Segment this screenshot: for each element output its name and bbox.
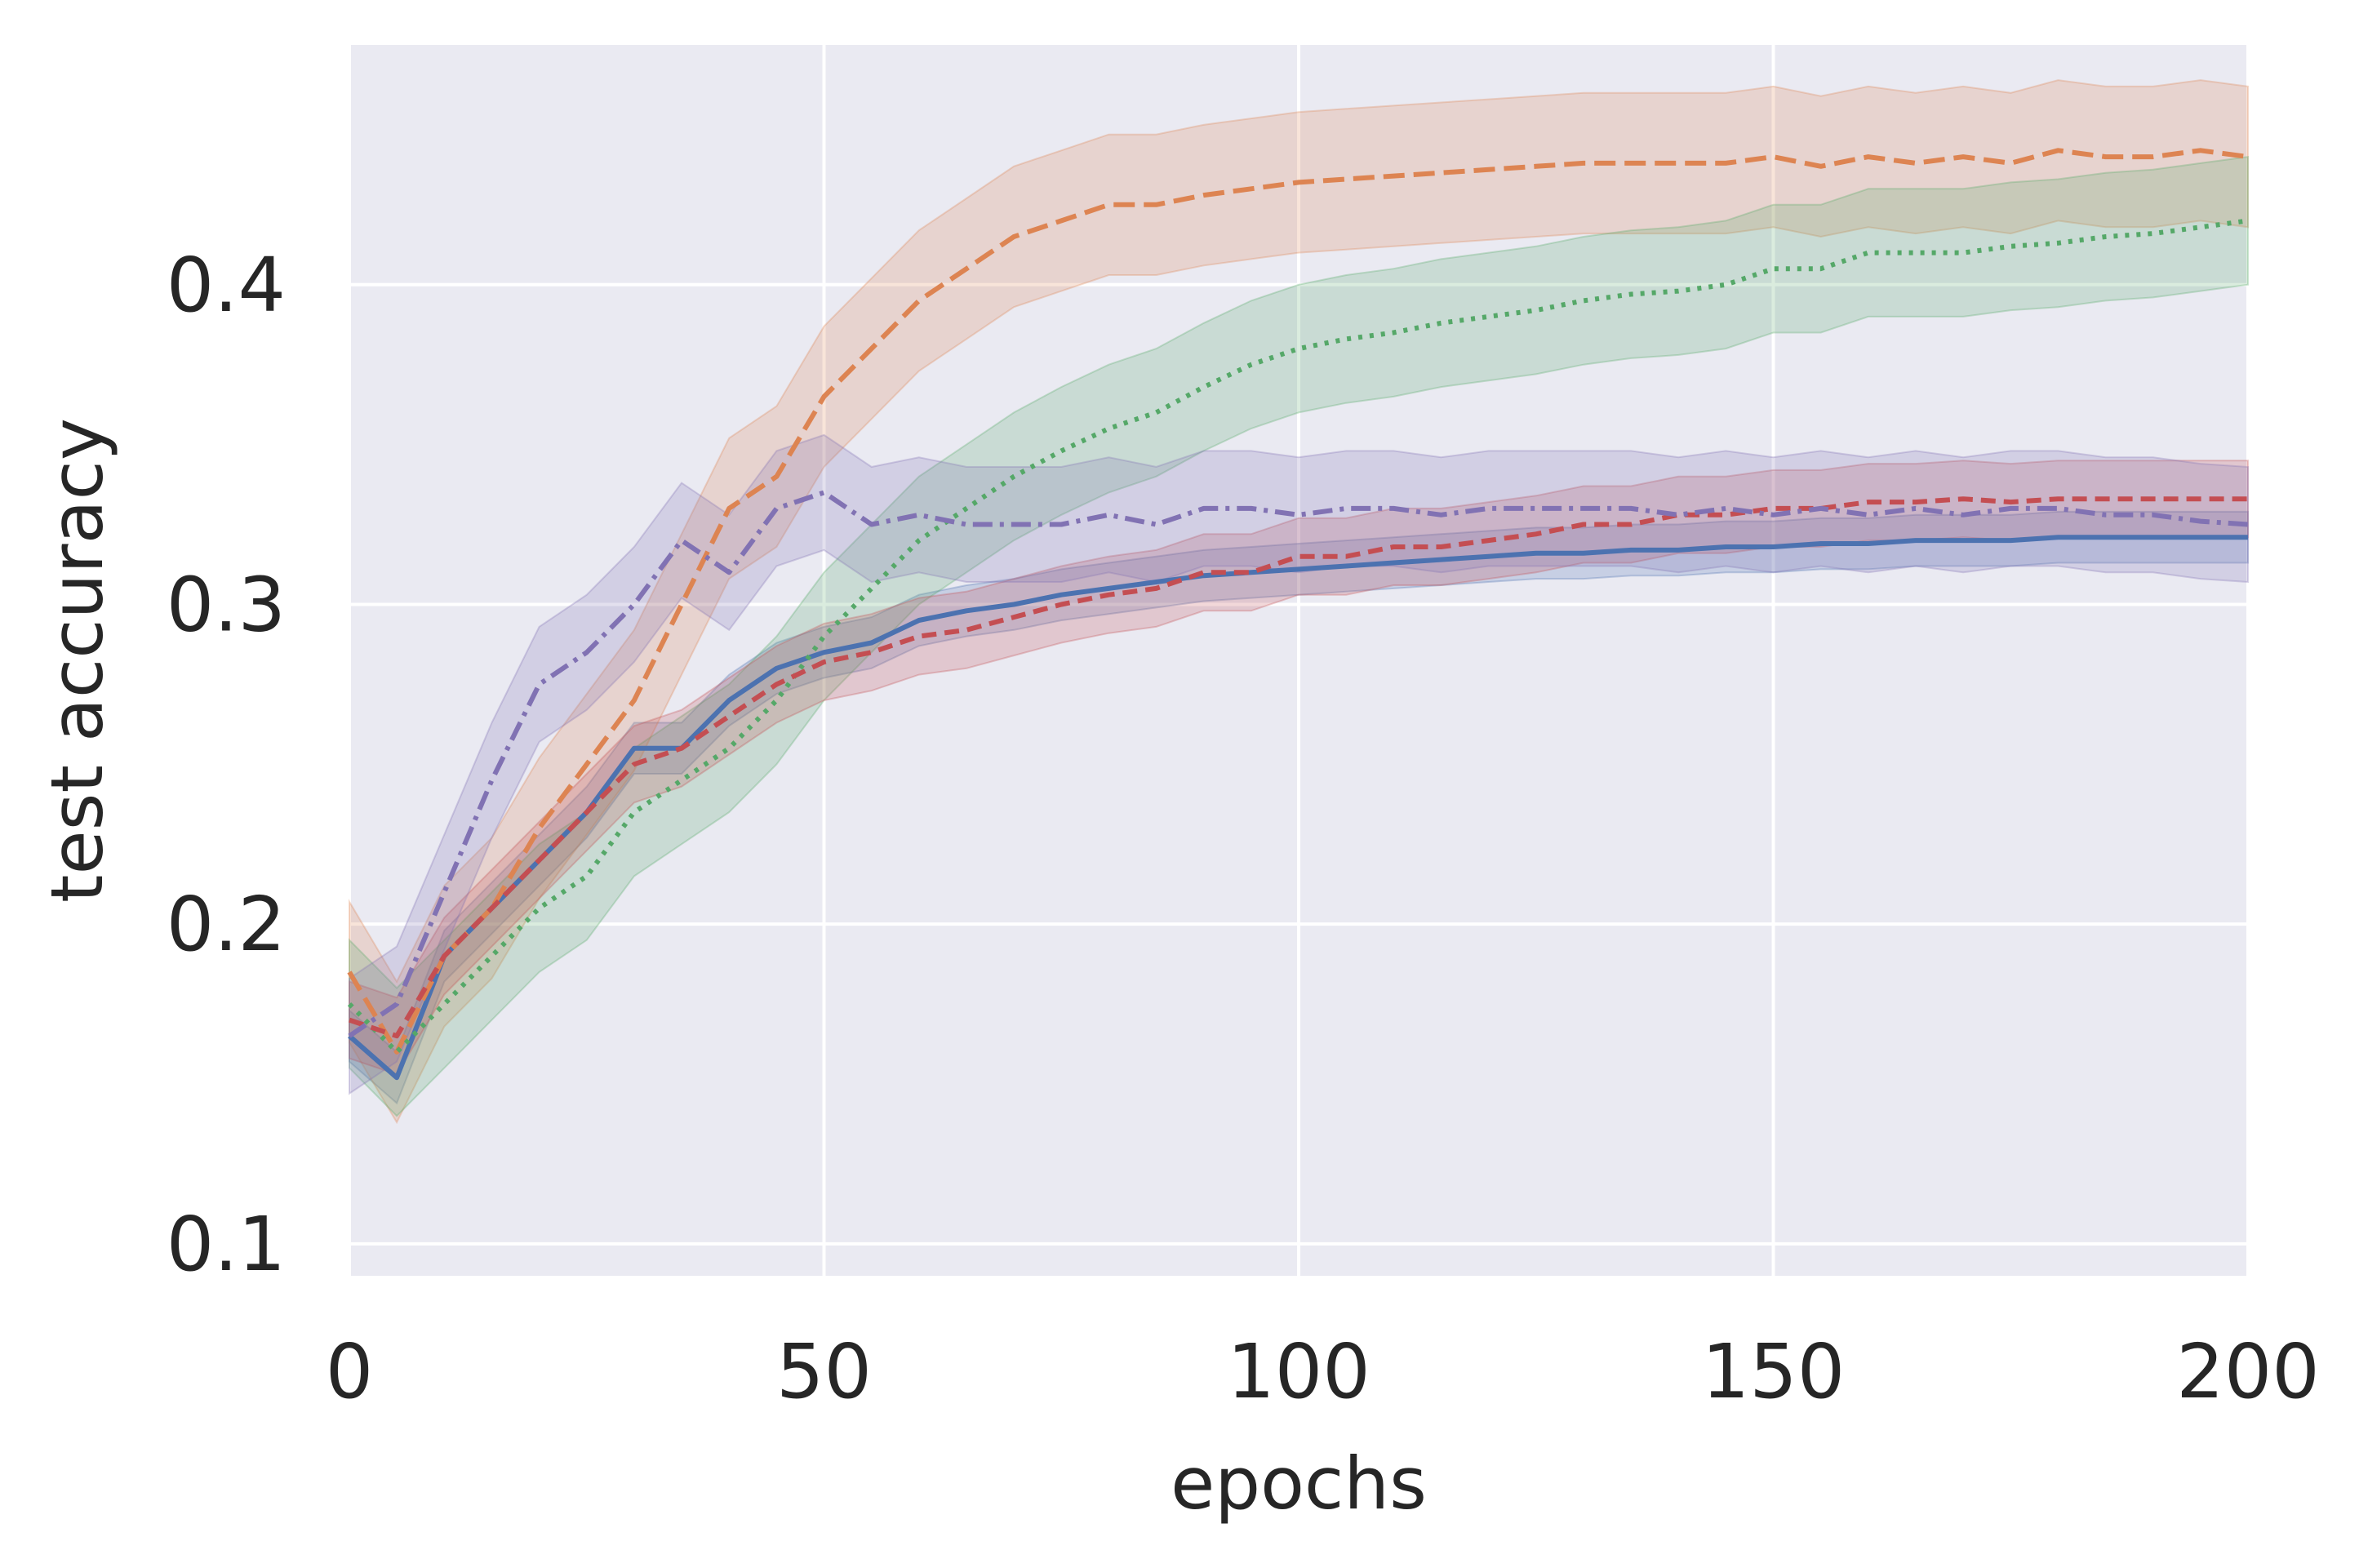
band-series-2 bbox=[349, 79, 2249, 1125]
x-axis-label: epochs bbox=[1171, 1441, 1427, 1526]
x-tick-label: 200 bbox=[2176, 1328, 2320, 1415]
x-tick-label: 150 bbox=[1702, 1328, 1846, 1415]
x-tick-label: 0 bbox=[326, 1328, 374, 1415]
line-series-1 bbox=[348, 535, 2248, 1081]
x-tick-label: 50 bbox=[776, 1328, 872, 1415]
x-tick-label: 100 bbox=[1227, 1328, 1371, 1415]
y-axis-label: test accuracy bbox=[35, 418, 119, 903]
y-tick-label: 0.2 bbox=[167, 881, 286, 968]
y-tick-label: 0.4 bbox=[167, 242, 286, 329]
line-series-4 bbox=[349, 496, 2248, 1039]
line-series-5 bbox=[348, 490, 2249, 1038]
x-tick-labels: 0 50 100 150 200 bbox=[326, 1328, 2320, 1415]
band-series-3 bbox=[349, 155, 2249, 1117]
y-tick-label: 0.1 bbox=[167, 1201, 286, 1288]
series-lines bbox=[347, 148, 2249, 1081]
line-series-2 bbox=[347, 148, 2249, 1055]
y-tick-labels: 0.1 0.2 0.3 0.4 bbox=[167, 242, 286, 1288]
y-tick-label: 0.3 bbox=[167, 561, 286, 648]
